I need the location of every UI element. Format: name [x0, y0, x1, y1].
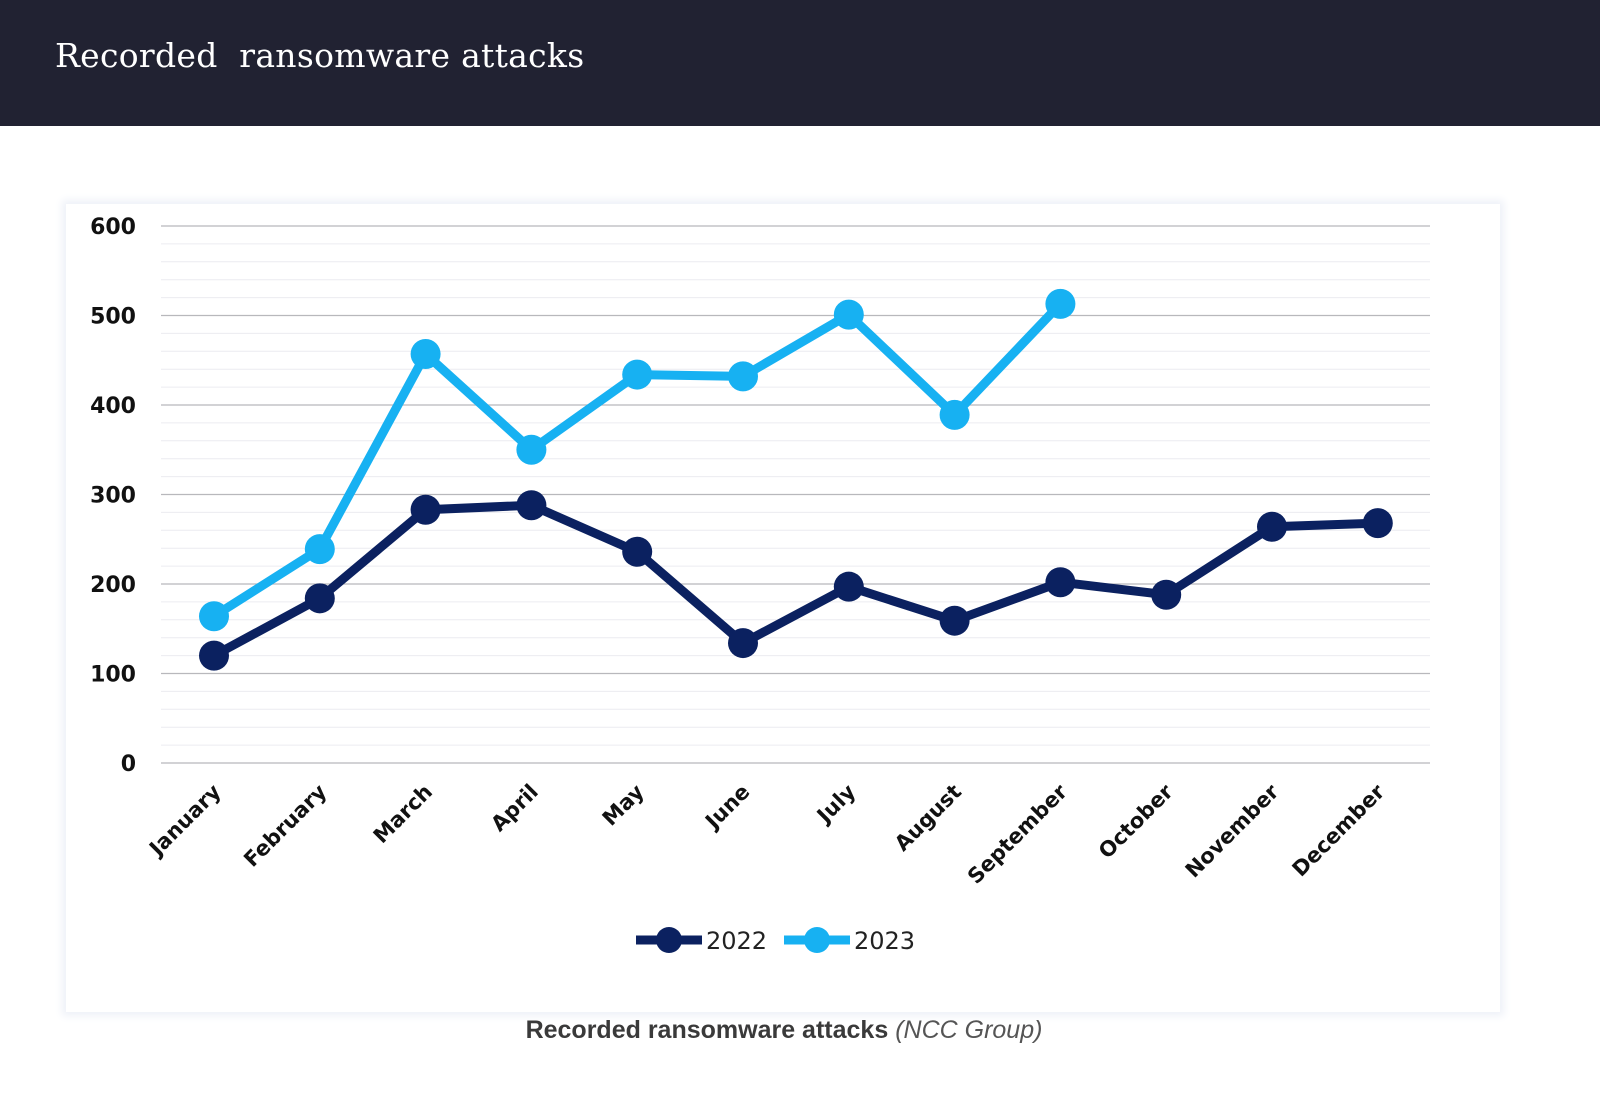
x-tick-label: October [1094, 779, 1178, 863]
data-point [1362, 508, 1393, 539]
x-tick-label: June [699, 780, 754, 835]
page-title: Recorded ransomware attacks [55, 36, 585, 75]
data-point [1045, 567, 1076, 598]
data-point [516, 490, 547, 521]
data-point [199, 601, 229, 632]
legend-item: 2022 [636, 927, 767, 955]
x-tick-label: May [598, 779, 649, 830]
series-line [211, 500, 1378, 660]
x-tick-label: December [1288, 779, 1390, 881]
y-tick-label: 300 [90, 484, 136, 509]
data-point [304, 534, 335, 565]
data-point [1045, 288, 1076, 319]
y-tick-label: 600 [90, 215, 136, 240]
series-2023 [199, 288, 1076, 632]
legend-item: 2023 [784, 927, 915, 955]
x-tick-label: January [143, 779, 225, 861]
x-tick-label: March [369, 780, 437, 848]
data-point [516, 434, 547, 465]
legend-marker [804, 927, 830, 953]
x-tick-label: July [811, 779, 860, 828]
data-point [410, 338, 441, 369]
data-point [833, 571, 864, 602]
data-point [833, 299, 864, 330]
data-point [304, 583, 335, 614]
data-point [939, 399, 970, 430]
legend-marker [656, 927, 682, 953]
chart-caption: Recorded ransomware attacks (NCC Group) [0, 1016, 1568, 1045]
y-tick-label: 100 [90, 663, 136, 688]
x-tick-label: September [963, 779, 1072, 888]
y-tick-label: 400 [90, 394, 136, 419]
x-tick-label: April [486, 780, 543, 837]
data-point [728, 361, 758, 392]
x-tick-label: February [239, 779, 331, 871]
data-point [622, 536, 653, 567]
legend-label: 2022 [706, 927, 767, 955]
data-point [410, 494, 441, 525]
data-point [728, 628, 758, 659]
caption-source: (NCC Group) [895, 1016, 1043, 1044]
header-bar: Recorded ransomware attacks [0, 0, 1600, 126]
y-tick-label: 0 [121, 752, 136, 777]
data-point [939, 605, 970, 636]
legend-label: 2023 [854, 927, 915, 955]
y-tick-label: 200 [90, 573, 136, 598]
data-point [199, 640, 229, 671]
data-point [1257, 511, 1287, 542]
series-2022 [199, 490, 1393, 671]
data-point [622, 359, 653, 390]
series-line [211, 300, 1064, 621]
y-tick-label: 500 [90, 305, 136, 330]
caption-title: Recorded ransomware attacks [525, 1016, 889, 1044]
x-tick-label: November [1181, 779, 1284, 882]
data-point [1151, 579, 1182, 610]
x-tick-label: August [890, 780, 966, 856]
